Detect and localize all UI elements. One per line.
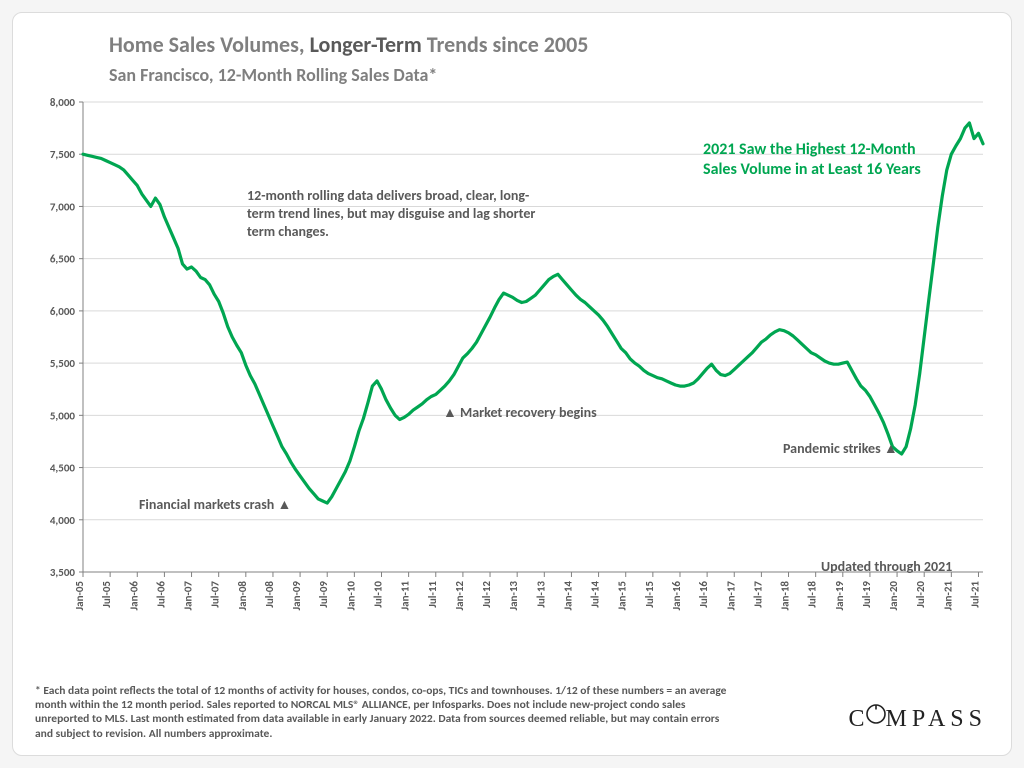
svg-text:Jul-14: Jul-14 xyxy=(589,581,602,608)
svg-text:Jan-13: Jan-13 xyxy=(507,581,520,611)
svg-text:Jul-19: Jul-19 xyxy=(860,581,873,608)
svg-text:4,000: 4,000 xyxy=(50,514,76,527)
svg-text:Jan-07: Jan-07 xyxy=(182,581,195,611)
highlight-line1: 2021 Saw the Highest 12-Month xyxy=(703,140,916,159)
svg-text:Jul-18: Jul-18 xyxy=(806,581,819,608)
svg-text:7,000: 7,000 xyxy=(50,200,76,213)
svg-text:Jul-20: Jul-20 xyxy=(914,581,927,608)
svg-text:Jan-21: Jan-21 xyxy=(941,581,954,611)
svg-text:Jan-18: Jan-18 xyxy=(779,581,792,611)
svg-text:Jul-21: Jul-21 xyxy=(968,581,981,608)
title-suffix: Trends since 2005 xyxy=(422,31,589,58)
svg-text:Jan-16: Jan-16 xyxy=(670,581,683,611)
annotation-crash: Financial markets crash ▲ xyxy=(139,496,291,513)
svg-text:4,500: 4,500 xyxy=(50,462,76,475)
svg-text:Jan-11: Jan-11 xyxy=(399,581,412,611)
brand-suffix: MPASS xyxy=(885,706,987,732)
svg-text:3,500: 3,500 xyxy=(50,566,76,579)
svg-text:Jan-12: Jan-12 xyxy=(453,581,466,611)
svg-text:6,000: 6,000 xyxy=(50,305,76,318)
svg-text:Jul-16: Jul-16 xyxy=(697,581,710,608)
svg-text:Jul-12: Jul-12 xyxy=(480,581,493,608)
compass-o-icon xyxy=(865,703,887,732)
svg-text:Jan-19: Jan-19 xyxy=(833,581,846,611)
svg-text:Jul-13: Jul-13 xyxy=(534,581,547,608)
rolling-data-description: 12-month rolling data delivers broad, cl… xyxy=(247,187,547,242)
svg-text:Jul-15: Jul-15 xyxy=(643,581,656,608)
annotation-pandemic: Pandemic strikes ▲ xyxy=(783,440,898,457)
svg-text:Jul-08: Jul-08 xyxy=(263,581,276,608)
svg-text:Jul-05: Jul-05 xyxy=(100,581,113,608)
svg-text:Jul-17: Jul-17 xyxy=(751,581,764,608)
chart-area: 3,500 4,000 4,500 5,000 5,500 6,000 6,500 7,000… xyxy=(27,92,995,652)
svg-text:7,500: 7,500 xyxy=(50,148,76,161)
title-prefix: Home Sales Volumes, xyxy=(109,31,310,58)
annotation-recovery: ▲ Market recovery begins xyxy=(443,404,597,421)
footnote: * Each data point reflects the total of … xyxy=(35,684,735,742)
svg-text:Jan-17: Jan-17 xyxy=(724,581,737,611)
svg-text:Jan-06: Jan-06 xyxy=(127,581,140,611)
updated-through: Updated through 2021 xyxy=(821,558,952,575)
svg-text:5,000: 5,000 xyxy=(50,409,76,422)
chart-subtitle: San Francisco, 12-Month Rolling Sales Da… xyxy=(109,64,997,86)
svg-text:Jan-05: Jan-05 xyxy=(73,581,86,611)
compass-logo: CMPASS xyxy=(848,704,987,733)
svg-text:Jul-11: Jul-11 xyxy=(426,581,439,608)
highlight-line2: Sales Volume in at Least 16 Years xyxy=(703,160,921,179)
svg-text:Jan-10: Jan-10 xyxy=(344,581,357,611)
chart-card: Home Sales Volumes, Longer-Term Trends s… xyxy=(12,12,1012,756)
svg-text:Jul-09: Jul-09 xyxy=(317,581,330,608)
svg-text:Jan-08: Jan-08 xyxy=(236,581,249,611)
title-bold: Longer-Term xyxy=(310,31,422,58)
title-block: Home Sales Volumes, Longer-Term Trends s… xyxy=(27,31,997,86)
svg-text:Jan-20: Jan-20 xyxy=(887,581,900,611)
svg-text:Jan-14: Jan-14 xyxy=(561,581,574,611)
svg-text:Jul-10: Jul-10 xyxy=(371,581,384,608)
svg-text:6,500: 6,500 xyxy=(50,253,76,266)
svg-text:Jul-06: Jul-06 xyxy=(154,581,167,608)
highlight-annotation: 2021 Saw the Highest 12-Month Sales Volu… xyxy=(703,140,921,180)
chart-title: Home Sales Volumes, Longer-Term Trends s… xyxy=(109,31,997,58)
svg-text:Jan-09: Jan-09 xyxy=(290,581,303,611)
svg-text:Jan-15: Jan-15 xyxy=(616,581,629,611)
svg-text:Jul-07: Jul-07 xyxy=(209,581,222,608)
svg-text:5,500: 5,500 xyxy=(50,357,76,370)
svg-text:8,000: 8,000 xyxy=(50,96,76,109)
